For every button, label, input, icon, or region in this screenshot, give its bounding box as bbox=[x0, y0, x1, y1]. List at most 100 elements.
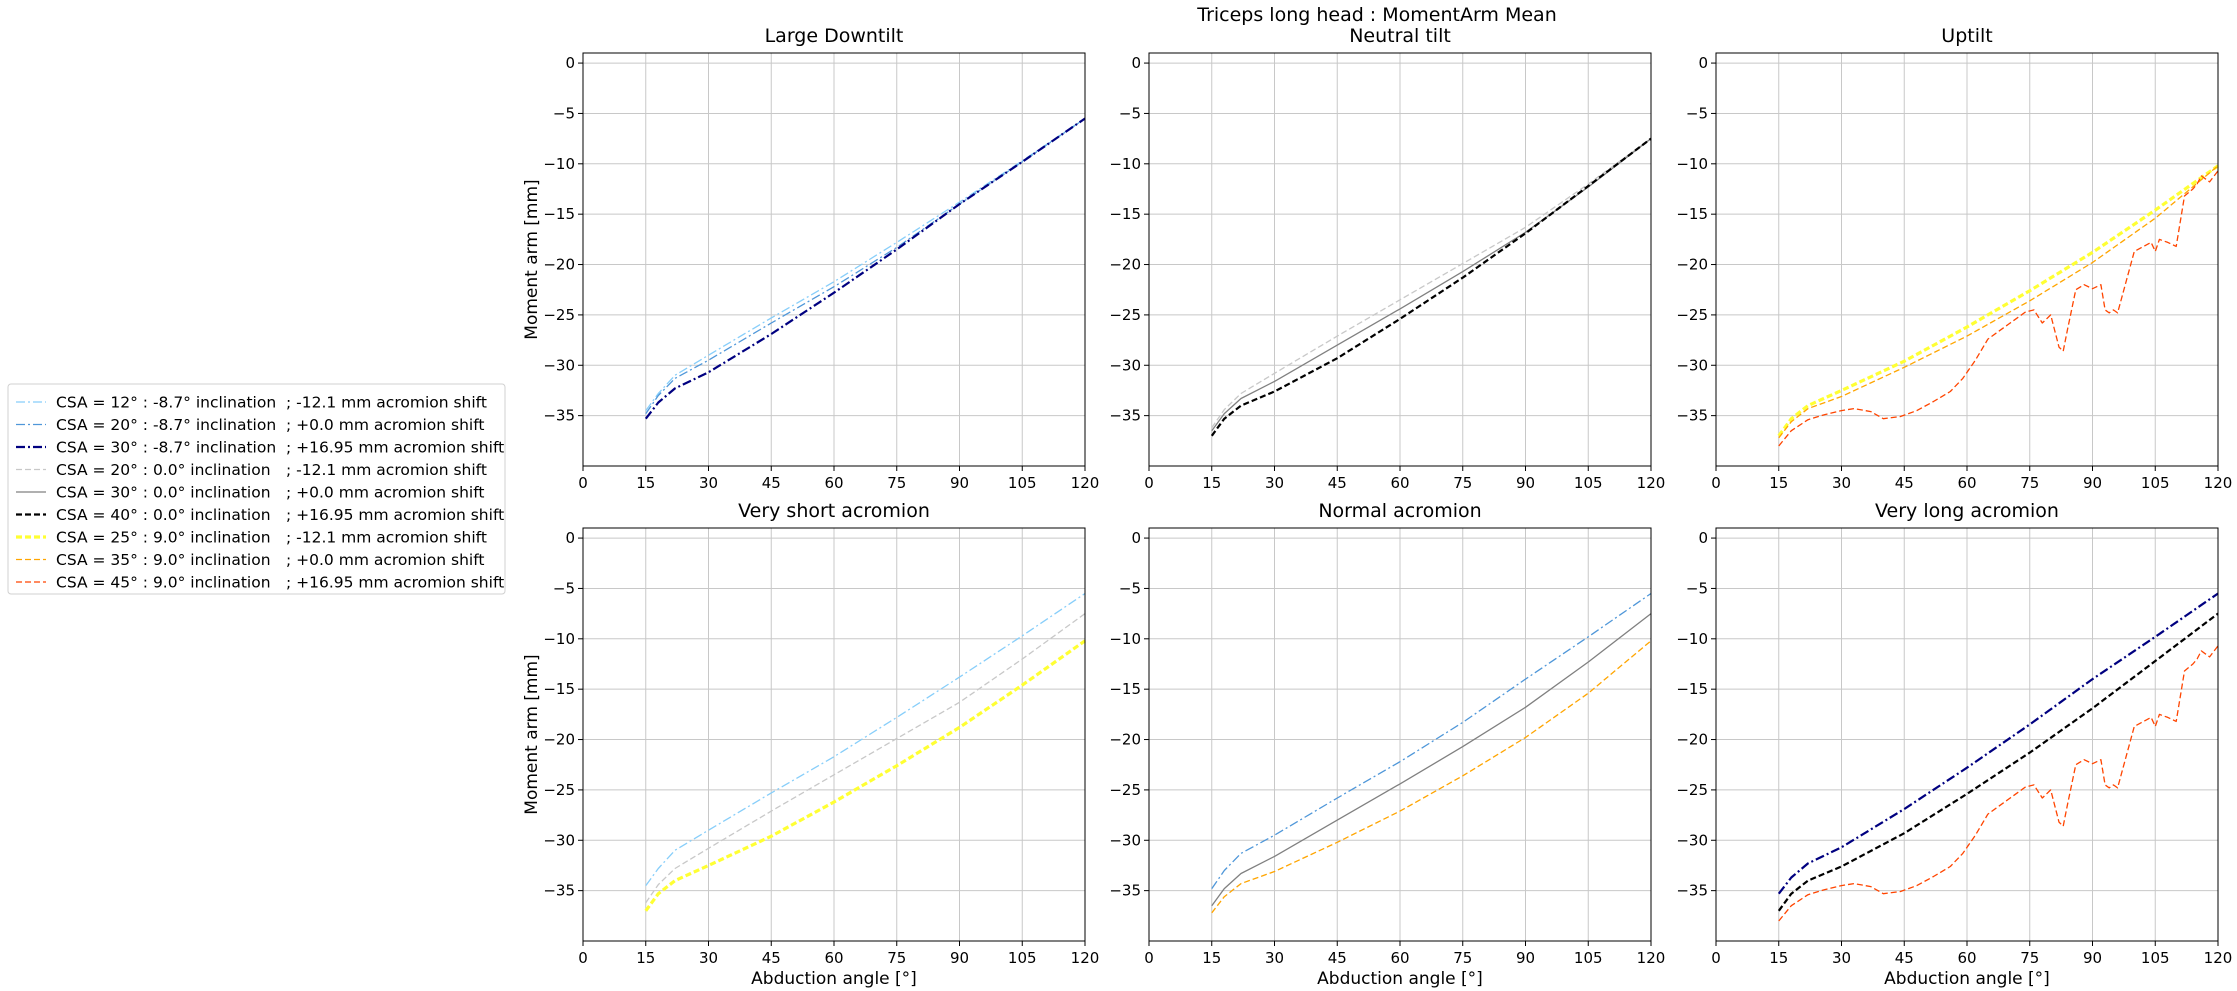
x-tick-label: 90 bbox=[2083, 949, 2102, 967]
x-tick-label: 120 bbox=[1071, 949, 1100, 967]
subplot: 0 15 30 45 60 75 90 105 120 0 −5 −10 −15 −20 −25 −30 −35… bbox=[1109, 25, 1665, 492]
series-line-s9 bbox=[1778, 645, 2219, 922]
y-axis-label: Moment arm [mm] bbox=[522, 179, 542, 339]
x-tick-label: 15 bbox=[1769, 474, 1788, 492]
series-line-s2 bbox=[1211, 592, 1652, 889]
x-tick-label: 60 bbox=[824, 949, 843, 967]
x-tick-label: 30 bbox=[1832, 949, 1851, 967]
x-tick-label: 105 bbox=[2141, 949, 2170, 967]
x-tick-label: 45 bbox=[762, 949, 781, 967]
y-tick-label: −35 bbox=[1676, 407, 1708, 425]
x-tick-label: 75 bbox=[887, 474, 906, 492]
legend-label-shift: ; +16.95 mm acromion shift bbox=[286, 574, 504, 592]
subplot-title: Normal acromion bbox=[1318, 500, 1481, 522]
x-tick-label: 30 bbox=[699, 474, 718, 492]
legend-label-shift: ; +0.0 mm acromion shift bbox=[286, 551, 484, 569]
subplot: 0 15 30 45 60 75 90 105 120 0 −5 −10 −15 −20 −25 −30 −35… bbox=[1676, 25, 2232, 492]
legend-label: CSA = 20° : -8.7° inclination bbox=[56, 416, 276, 434]
legend-label: CSA = 30° : 0.0° inclination bbox=[56, 484, 271, 502]
y-tick-label: −10 bbox=[1676, 155, 1708, 173]
subplot-title: Very long acromion bbox=[1875, 500, 2059, 522]
subplot: 0 15 30 45 60 75 90 105 120 0 −5 −10 −15 −20 −25 −30 −35… bbox=[1676, 500, 2232, 989]
legend-label: CSA = 25° : 9.0° inclination bbox=[56, 529, 271, 547]
y-tick-label: 0 bbox=[1131, 529, 1141, 547]
x-tick-label: 75 bbox=[2020, 474, 2039, 492]
x-tick-label: 45 bbox=[1328, 474, 1347, 492]
x-tick-label: 15 bbox=[1202, 474, 1221, 492]
x-tick-label: 15 bbox=[636, 949, 655, 967]
x-tick-label: 15 bbox=[1202, 949, 1221, 967]
series-line-s6 bbox=[1777, 612, 2219, 912]
legend-label-shift: ; -12.1 mm acromion shift bbox=[286, 394, 487, 412]
y-tick-label: −10 bbox=[543, 155, 575, 173]
legend-label: CSA = 40° : 0.0° inclination bbox=[56, 506, 271, 524]
y-tick-label: −20 bbox=[1676, 256, 1708, 274]
series-line-s7 bbox=[644, 639, 1086, 912]
x-axis-label: Abduction angle [°] bbox=[1317, 969, 1483, 989]
x-axis-label: Abduction angle [°] bbox=[751, 969, 917, 989]
subplot: 0 15 30 45 60 75 90 105 120 0 −5 −10 −15 −20 −25 −30 −35… bbox=[1109, 500, 1665, 989]
legend-label-shift: ; -12.1 mm acromion shift bbox=[286, 529, 487, 547]
series-line-s7 bbox=[1777, 164, 2219, 437]
y-tick-label: −5 bbox=[1119, 579, 1141, 597]
x-tick-label: 60 bbox=[1390, 949, 1409, 967]
y-tick-label: −25 bbox=[1676, 306, 1708, 324]
subplot-title: Large Downtilt bbox=[765, 25, 904, 47]
x-tick-label: 120 bbox=[1637, 474, 1666, 492]
x-tick-label: 0 bbox=[1144, 474, 1154, 492]
y-tick-label: −20 bbox=[1676, 731, 1708, 749]
y-axis-label: Moment arm [mm] bbox=[522, 654, 542, 814]
x-tick-label: 90 bbox=[2083, 474, 2102, 492]
y-tick-label: −20 bbox=[1109, 256, 1141, 274]
x-tick-label: 105 bbox=[1008, 949, 1037, 967]
x-tick-label: 90 bbox=[950, 474, 969, 492]
x-tick-label: 30 bbox=[1832, 474, 1851, 492]
x-tick-label: 90 bbox=[1516, 949, 1535, 967]
y-tick-label: −15 bbox=[543, 680, 575, 698]
y-tick-label: −10 bbox=[1676, 630, 1708, 648]
y-tick-label: −15 bbox=[543, 205, 575, 223]
y-tick-label: −30 bbox=[1676, 831, 1708, 849]
legend: CSA = 12° : -8.7° inclination ; -12.1 mm … bbox=[7, 383, 506, 595]
x-tick-label: 90 bbox=[1516, 474, 1535, 492]
series-line-s5 bbox=[1211, 613, 1652, 907]
legend-box bbox=[7, 383, 506, 595]
x-tick-label: 45 bbox=[762, 474, 781, 492]
x-tick-label: 60 bbox=[1957, 474, 1976, 492]
series-line-s6 bbox=[1210, 137, 1652, 437]
y-tick-label: −5 bbox=[553, 104, 575, 122]
legend-label: CSA = 20° : 0.0° inclination bbox=[56, 461, 271, 479]
x-tick-label: 15 bbox=[1769, 949, 1788, 967]
x-tick-label: 60 bbox=[1390, 474, 1409, 492]
y-tick-label: −5 bbox=[553, 579, 575, 597]
y-tick-label: −15 bbox=[1676, 205, 1708, 223]
series-line-s4 bbox=[645, 613, 1086, 904]
series-line-s2 bbox=[645, 117, 1086, 414]
x-tick-label: 105 bbox=[1008, 474, 1037, 492]
y-tick-label: −20 bbox=[543, 256, 575, 274]
subplot-title: Very short acromion bbox=[738, 500, 930, 522]
subplot-title: Neutral tilt bbox=[1349, 25, 1451, 47]
series-line-s3 bbox=[644, 117, 1086, 420]
x-tick-label: 120 bbox=[1637, 949, 1666, 967]
y-tick-label: −15 bbox=[1676, 680, 1708, 698]
x-tick-label: 0 bbox=[578, 949, 588, 967]
x-tick-label: 75 bbox=[1453, 949, 1472, 967]
y-tick-label: −25 bbox=[1676, 781, 1708, 799]
y-tick-label: 0 bbox=[1698, 529, 1708, 547]
y-tick-label: −30 bbox=[1109, 831, 1141, 849]
y-tick-label: −5 bbox=[1686, 104, 1708, 122]
x-tick-label: 15 bbox=[636, 474, 655, 492]
y-tick-label: −10 bbox=[1109, 155, 1141, 173]
series-line-s8 bbox=[1211, 640, 1652, 914]
series-line-s1 bbox=[645, 592, 1086, 886]
x-tick-label: 105 bbox=[1574, 949, 1603, 967]
series-line-s5 bbox=[1211, 138, 1652, 432]
legend-label-shift: ; -12.1 mm acromion shift bbox=[286, 461, 487, 479]
y-tick-label: −25 bbox=[1109, 306, 1141, 324]
figure-suptitle: Triceps long head : MomentArm Mean bbox=[1196, 4, 1557, 26]
subplot-title: Uptilt bbox=[1941, 25, 1992, 47]
y-tick-label: −5 bbox=[1119, 104, 1141, 122]
legend-label-shift: ; +16.95 mm acromion shift bbox=[286, 506, 504, 524]
